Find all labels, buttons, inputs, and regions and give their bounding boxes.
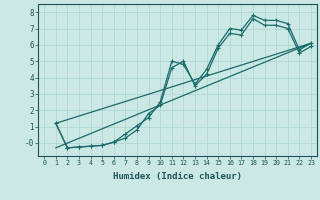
X-axis label: Humidex (Indice chaleur): Humidex (Indice chaleur) — [113, 172, 242, 181]
